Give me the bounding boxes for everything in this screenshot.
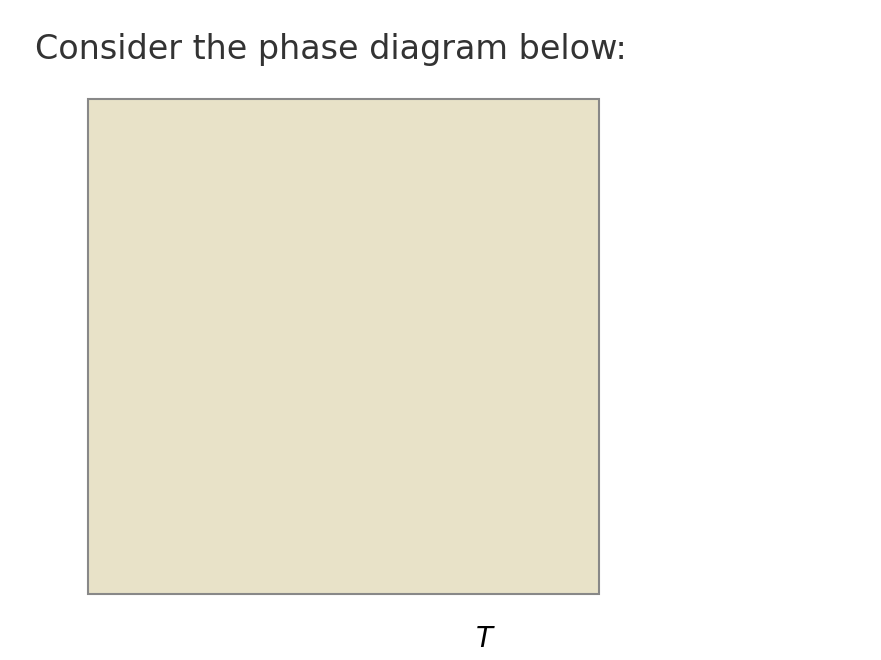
Text: Consider the phase diagram below:: Consider the phase diagram below: (35, 33, 627, 66)
Text: P: P (115, 343, 133, 371)
Text: A: A (384, 346, 400, 370)
Text: C: C (465, 296, 482, 320)
Text: D: D (279, 321, 298, 345)
Text: T: T (477, 626, 493, 653)
Text: B: B (286, 399, 302, 423)
